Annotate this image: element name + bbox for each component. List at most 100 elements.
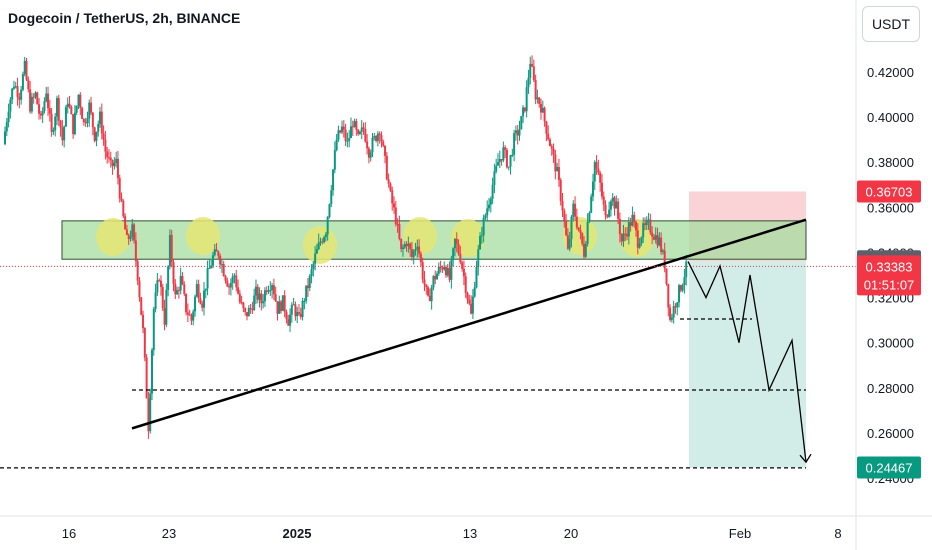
candle-body xyxy=(552,148,555,155)
candle-body xyxy=(676,302,679,308)
candle-body xyxy=(41,111,44,116)
candle-body xyxy=(283,295,286,312)
candle-body xyxy=(213,249,216,256)
candle-body xyxy=(339,130,342,133)
candle-body xyxy=(536,97,539,100)
candle-body xyxy=(436,273,439,280)
candle-body xyxy=(398,224,401,239)
candle-body xyxy=(262,301,265,304)
candle-body xyxy=(303,300,306,302)
candle-body xyxy=(557,166,560,180)
price-tick-label: 0.26000 xyxy=(867,426,914,441)
candle-body xyxy=(446,268,449,276)
time-axis[interactable]: 16 23 2025 13 20 Feb 8 xyxy=(62,526,842,541)
candle-body xyxy=(556,166,559,172)
chart-background xyxy=(61,191,807,468)
candle-body xyxy=(375,136,378,142)
candle-body xyxy=(124,216,127,230)
candle-body xyxy=(647,219,650,222)
candle-body xyxy=(355,121,358,130)
candle-body xyxy=(220,264,223,266)
take-profit-zone[interactable] xyxy=(689,261,806,468)
candle-body xyxy=(511,154,514,156)
candle-body xyxy=(47,93,50,109)
candle-body xyxy=(624,233,627,235)
candle-body xyxy=(518,129,521,136)
drawings-group[interactable] xyxy=(0,218,856,469)
candle-body xyxy=(11,88,14,100)
candle-body xyxy=(407,243,410,247)
candle-body xyxy=(387,179,390,184)
candle-body xyxy=(477,249,480,267)
candle-body xyxy=(90,102,93,113)
candle-body xyxy=(466,292,469,300)
candle-body xyxy=(583,243,586,257)
candle-body xyxy=(48,108,51,114)
candle-body xyxy=(246,312,249,317)
candle-body xyxy=(242,302,245,309)
currency-button[interactable]: USDT xyxy=(862,6,920,42)
candle-body xyxy=(584,243,587,257)
candle-body xyxy=(568,238,571,249)
candle-body xyxy=(290,305,293,315)
candle-body xyxy=(461,262,464,269)
candle-body xyxy=(109,157,112,161)
time-tick-label: 8 xyxy=(834,526,841,541)
candle-body xyxy=(514,130,517,134)
candle-body xyxy=(99,111,102,124)
candle-body xyxy=(532,66,535,80)
candle-body xyxy=(504,147,507,150)
candle-body xyxy=(36,92,39,105)
candle-body xyxy=(617,201,620,219)
candle-body xyxy=(120,198,123,201)
price-tick-label: 0.28000 xyxy=(867,381,914,396)
candle-body xyxy=(27,79,30,90)
candle-body xyxy=(658,237,661,246)
candle-body xyxy=(219,255,222,265)
candle-body xyxy=(34,92,37,97)
candle-body xyxy=(681,285,684,291)
candle-body xyxy=(158,280,161,282)
candle-body xyxy=(21,74,24,90)
candle-body xyxy=(150,350,153,394)
candle-body xyxy=(572,203,575,217)
time-tick-label: 2025 xyxy=(283,526,312,541)
candle-body xyxy=(470,303,473,314)
candle-body xyxy=(77,94,80,106)
candle-body xyxy=(81,107,84,120)
candle-body xyxy=(527,77,530,88)
candle-body xyxy=(127,234,130,239)
candle-body xyxy=(142,314,145,329)
candle-body xyxy=(324,234,327,238)
candle-body xyxy=(672,306,675,318)
candle-body xyxy=(550,146,553,149)
candle-body xyxy=(281,295,284,311)
candle-body xyxy=(217,251,220,256)
time-tick-label: 23 xyxy=(162,526,176,541)
time-tick-label: Feb xyxy=(729,526,751,541)
candle-body xyxy=(455,238,458,244)
candle-body xyxy=(507,166,510,168)
zone-touch-marker xyxy=(96,218,130,256)
candle-body xyxy=(267,290,270,292)
candle-body xyxy=(471,296,474,314)
candle-body xyxy=(545,121,548,134)
chart-title: Dogecoin / TetherUS, 2h, BINANCE xyxy=(8,10,241,26)
candle-body xyxy=(516,130,519,136)
candle-body xyxy=(534,79,537,100)
candle-body xyxy=(235,275,238,288)
candle-body xyxy=(367,148,370,158)
candle-body xyxy=(183,284,186,294)
candle-body xyxy=(608,209,611,217)
candle-body xyxy=(520,116,523,130)
candle-body xyxy=(258,293,261,300)
candle-body xyxy=(626,233,629,237)
candle-body xyxy=(396,224,399,226)
trend-line[interactable] xyxy=(131,218,807,430)
candle-body xyxy=(269,289,272,291)
candle-body xyxy=(464,276,467,293)
projection-path[interactable] xyxy=(687,261,807,463)
candle-body xyxy=(32,96,35,98)
candle-body xyxy=(63,126,66,141)
